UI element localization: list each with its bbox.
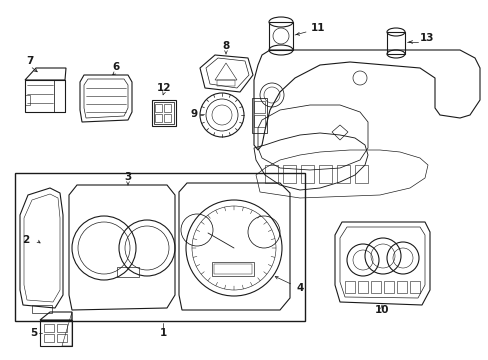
Bar <box>15 173 305 321</box>
Text: 2: 2 <box>22 235 30 245</box>
Text: 5: 5 <box>30 328 38 338</box>
Bar <box>345 281 354 293</box>
Bar <box>301 165 313 183</box>
Bar <box>25 95 30 105</box>
Bar <box>57 324 67 332</box>
Bar <box>396 281 406 293</box>
Bar <box>163 104 171 112</box>
Bar <box>386 32 404 54</box>
Text: 8: 8 <box>222 41 229 51</box>
Bar <box>283 165 295 183</box>
Bar <box>383 281 393 293</box>
Text: 6: 6 <box>112 62 120 72</box>
Text: 12: 12 <box>157 83 171 93</box>
Bar <box>354 165 367 183</box>
Text: 4: 4 <box>296 283 303 293</box>
Bar <box>57 334 67 342</box>
Text: 10: 10 <box>374 305 388 315</box>
Bar <box>44 324 54 332</box>
Bar <box>217 80 235 86</box>
Text: 7: 7 <box>26 56 34 66</box>
Bar <box>370 281 380 293</box>
Bar <box>251 98 266 133</box>
Text: 1: 1 <box>159 328 166 338</box>
Bar <box>154 102 174 124</box>
Bar <box>253 101 264 113</box>
Bar <box>40 320 72 346</box>
Text: 13: 13 <box>419 33 433 43</box>
Bar <box>264 165 278 183</box>
Bar <box>253 115 264 127</box>
Bar <box>163 114 171 122</box>
Bar <box>318 165 331 183</box>
Bar <box>32 305 52 313</box>
Bar <box>117 267 139 277</box>
Bar <box>155 104 162 112</box>
Bar <box>409 281 419 293</box>
Bar <box>268 22 292 50</box>
Bar <box>214 264 251 274</box>
Bar <box>357 281 367 293</box>
Bar <box>336 165 349 183</box>
Text: 3: 3 <box>124 172 131 182</box>
Text: 9: 9 <box>190 109 197 119</box>
Bar <box>155 114 162 122</box>
Bar <box>152 100 176 126</box>
Text: 11: 11 <box>310 23 325 33</box>
Bar <box>25 80 65 112</box>
Bar <box>44 334 54 342</box>
Bar <box>212 262 253 276</box>
